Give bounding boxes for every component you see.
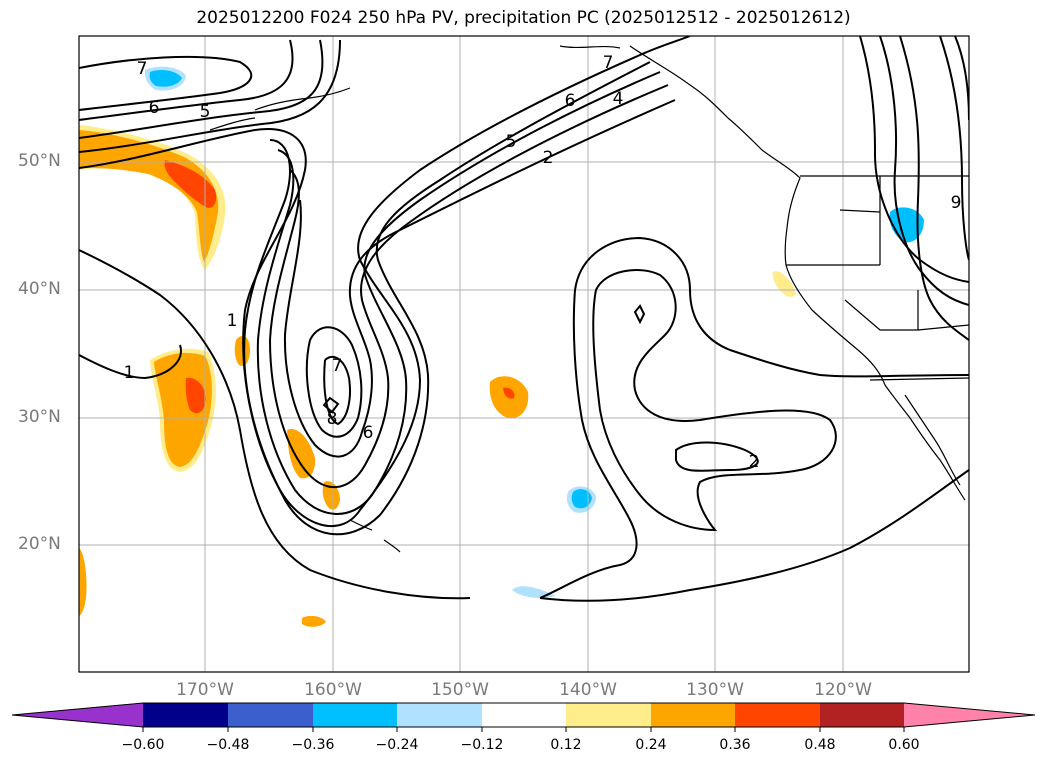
lat-label: 50°N [18,151,61,171]
lon-label: 130°W [686,680,744,700]
colorbar-segment [397,703,482,727]
colorbar-segment [735,703,820,727]
contour-label: 7 [603,53,614,73]
colorbar-segment [820,703,904,727]
lat-label: 40°N [18,279,61,299]
contour-label: 7 [332,356,343,376]
lat-label: 20°N [18,534,61,554]
contour-label: 2 [749,452,760,472]
contour-label: 4 [613,89,624,109]
colorbar-segment [566,703,651,727]
pv-contours [79,36,969,602]
contour-label: 9 [951,193,962,213]
colorbar-extend-min [12,703,143,727]
contour-label: 6 [363,423,374,443]
colorbar-segment [313,703,397,727]
contour-label: 8 [327,409,338,429]
colorbar-segment [482,703,566,727]
graticule [79,36,969,672]
contour-label: 6 [149,98,160,118]
coastlines [209,45,969,553]
contour-label: 5 [200,102,211,122]
lon-label: 160°W [304,680,362,700]
colorbar-tick-label: 0.24 [635,737,667,753]
plot-frame [78,35,970,673]
lon-label: 170°W [176,680,234,700]
contour-label: 1 [124,363,135,383]
precip-positive-shading [79,125,796,627]
plot-area: 7 6 5 7 6 4 5 2 1 1 7 8 6 2 9 [79,36,969,672]
contour-label: 6 [565,91,576,111]
colorbar-extend-max [904,703,1035,727]
lon-label: 140°W [559,680,617,700]
colorbar-tick-label: −0.12 [460,737,504,753]
colorbar-tick-label: 0.12 [550,737,582,753]
colorbar-tick-label: 0.36 [719,737,751,753]
colorbar-tick-label: −0.48 [206,737,250,753]
contour-labels: 7 6 5 7 6 4 5 2 1 1 7 8 6 2 9 [124,53,962,472]
map-title: 2025012200 F024 250 hPa PV, precipitatio… [196,8,851,28]
lat-label: 30°N [18,407,61,427]
lon-label: 150°W [431,680,489,700]
colorbar-segment [651,703,735,727]
lon-label: 120°W [814,680,872,700]
colorbar-tick-label: −0.60 [121,737,165,753]
contour-label: 5 [506,132,517,152]
colorbar-tick-label: 0.48 [804,737,836,753]
colorbar-tick-label: 0.60 [888,737,920,753]
contour-label: 2 [543,148,554,168]
contour-label: 7 [137,59,148,79]
colorbar-tick-label: −0.24 [375,737,419,753]
colorbar [11,702,1036,732]
colorbar-segment [228,703,313,727]
colorbar-segment [143,703,228,727]
contour-label: 1 [227,311,238,331]
colorbar-tick-label: −0.36 [291,737,335,753]
